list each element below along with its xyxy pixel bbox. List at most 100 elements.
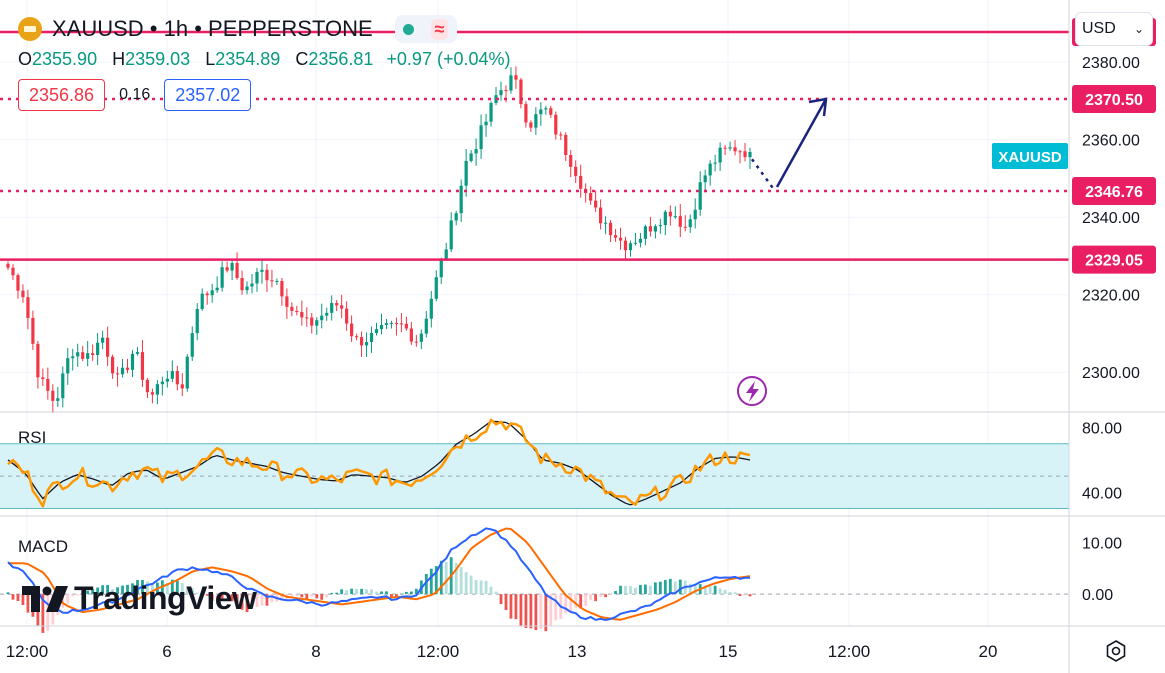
ohlc-legend: O2355.90 H2359.03 L2354.89 C2356.81 +0.9…	[18, 49, 521, 70]
candle-body	[703, 175, 707, 183]
macd-histogram-bar	[549, 594, 553, 626]
macd-histogram-bar	[91, 589, 95, 595]
candle-body	[708, 163, 712, 176]
candle-body	[175, 371, 179, 385]
buy-price-button[interactable]: 2357.02	[164, 79, 252, 111]
macd-histogram-bar	[489, 586, 493, 595]
macd-histogram-bar	[245, 594, 249, 613]
macd-histogram-bar	[454, 562, 458, 595]
macd-histogram-bar	[136, 579, 139, 595]
macd-histogram-bar	[708, 586, 712, 595]
candle-body	[369, 333, 374, 343]
time-axis-tick: 15	[719, 642, 738, 661]
macd-histogram-bar	[46, 594, 50, 631]
currency-select[interactable]: USD ⌄	[1075, 12, 1153, 46]
candle-body	[648, 226, 653, 232]
macd-histogram-bar	[66, 594, 70, 604]
macd-histogram-bar	[634, 587, 637, 595]
macd-histogram-bar	[609, 594, 612, 595]
candle-body	[250, 283, 254, 287]
candle-body	[26, 297, 30, 318]
macd-histogram-bar	[265, 594, 269, 606]
macd-histogram-bar	[365, 589, 368, 595]
symbol-header[interactable]: XAUUSD • 1h • PEPPERSTONE ≈	[18, 14, 457, 44]
macd-histogram-bar	[335, 592, 339, 595]
candle-body	[653, 226, 657, 232]
interval[interactable]: 1h	[163, 16, 189, 41]
candle-body	[315, 320, 319, 326]
macd-histogram-bar	[81, 591, 85, 595]
candle-body	[160, 381, 164, 385]
macd-histogram-bar	[41, 594, 45, 633]
candle-body	[41, 377, 45, 379]
candle-body	[220, 267, 224, 288]
candle-body	[389, 322, 394, 324]
macd-histogram-bar	[653, 582, 657, 595]
macd-histogram-bar	[479, 580, 483, 595]
macd-histogram-bar	[16, 594, 20, 601]
macd-histogram-bar	[619, 585, 622, 595]
candle-body	[633, 242, 638, 244]
price-axis-tick: 2380.00	[1082, 55, 1140, 72]
candle-body	[190, 333, 194, 357]
quote-panel: 2356.86 0.16 2357.02	[18, 79, 252, 111]
macd-histogram-bar	[200, 594, 204, 595]
candle-body	[101, 337, 105, 343]
macd-histogram-bar	[604, 594, 607, 598]
macd-histogram-bar	[280, 594, 284, 601]
candle-body	[150, 392, 155, 395]
macd-histogram-bar	[330, 592, 334, 595]
macd-histogram-bar	[290, 594, 294, 599]
spread-value: 0.16	[119, 86, 151, 103]
macd-histogram-bar	[325, 594, 329, 598]
candle-body	[200, 293, 204, 309]
chart-settings-icon[interactable]	[1103, 638, 1129, 664]
macd-histogram-bar	[464, 572, 468, 595]
time-axis-tick: 13	[568, 642, 587, 661]
candle-body	[170, 371, 174, 379]
candle-body	[429, 298, 433, 319]
candle-body	[185, 356, 189, 389]
low-label: L	[205, 49, 216, 69]
candle-body	[364, 342, 369, 346]
candle-body	[678, 216, 682, 227]
candle-body	[110, 356, 115, 374]
candle-body	[115, 373, 120, 375]
candle-body	[345, 308, 349, 324]
price-axis-tick: 2340.00	[1082, 210, 1140, 227]
candle-body	[340, 305, 344, 309]
tradingview-mark-icon	[22, 585, 68, 612]
macd-histogram-bar	[131, 583, 134, 595]
macd-histogram-bar	[255, 594, 259, 608]
macd-histogram-bar	[21, 594, 25, 605]
candle-body	[444, 249, 448, 260]
market-status-pill[interactable]: ≈	[394, 15, 457, 43]
market-open-dot-icon	[402, 23, 414, 35]
candle-body	[599, 207, 603, 224]
candle-body	[534, 114, 538, 128]
candle-body	[459, 185, 463, 214]
macd-histogram-bar	[220, 594, 224, 601]
macd-histogram-bar	[215, 594, 219, 599]
macd-histogram-bar	[678, 579, 682, 595]
macd-histogram-bar	[121, 585, 124, 595]
macd-histogram-bar	[180, 583, 184, 595]
macd-histogram-bar	[165, 582, 169, 595]
macd-histogram-bar	[723, 589, 727, 595]
candle-body	[165, 378, 169, 382]
sell-price-button[interactable]: 2356.86	[18, 79, 106, 111]
time-axis-tick: 6	[162, 642, 171, 661]
macd-histogram-bar	[390, 594, 393, 598]
macd-histogram-bar	[230, 594, 234, 602]
macd-histogram-bar	[315, 594, 319, 599]
time-axis-tick: 8	[311, 642, 320, 661]
candle-body	[618, 237, 623, 241]
candle-body	[509, 75, 513, 91]
level-label-bg	[1072, 245, 1156, 274]
candle-body	[688, 219, 692, 228]
macd-histogram-bar	[404, 591, 408, 595]
overlay: XAUUSD	[737, 97, 1068, 406]
candle-body	[434, 277, 438, 299]
